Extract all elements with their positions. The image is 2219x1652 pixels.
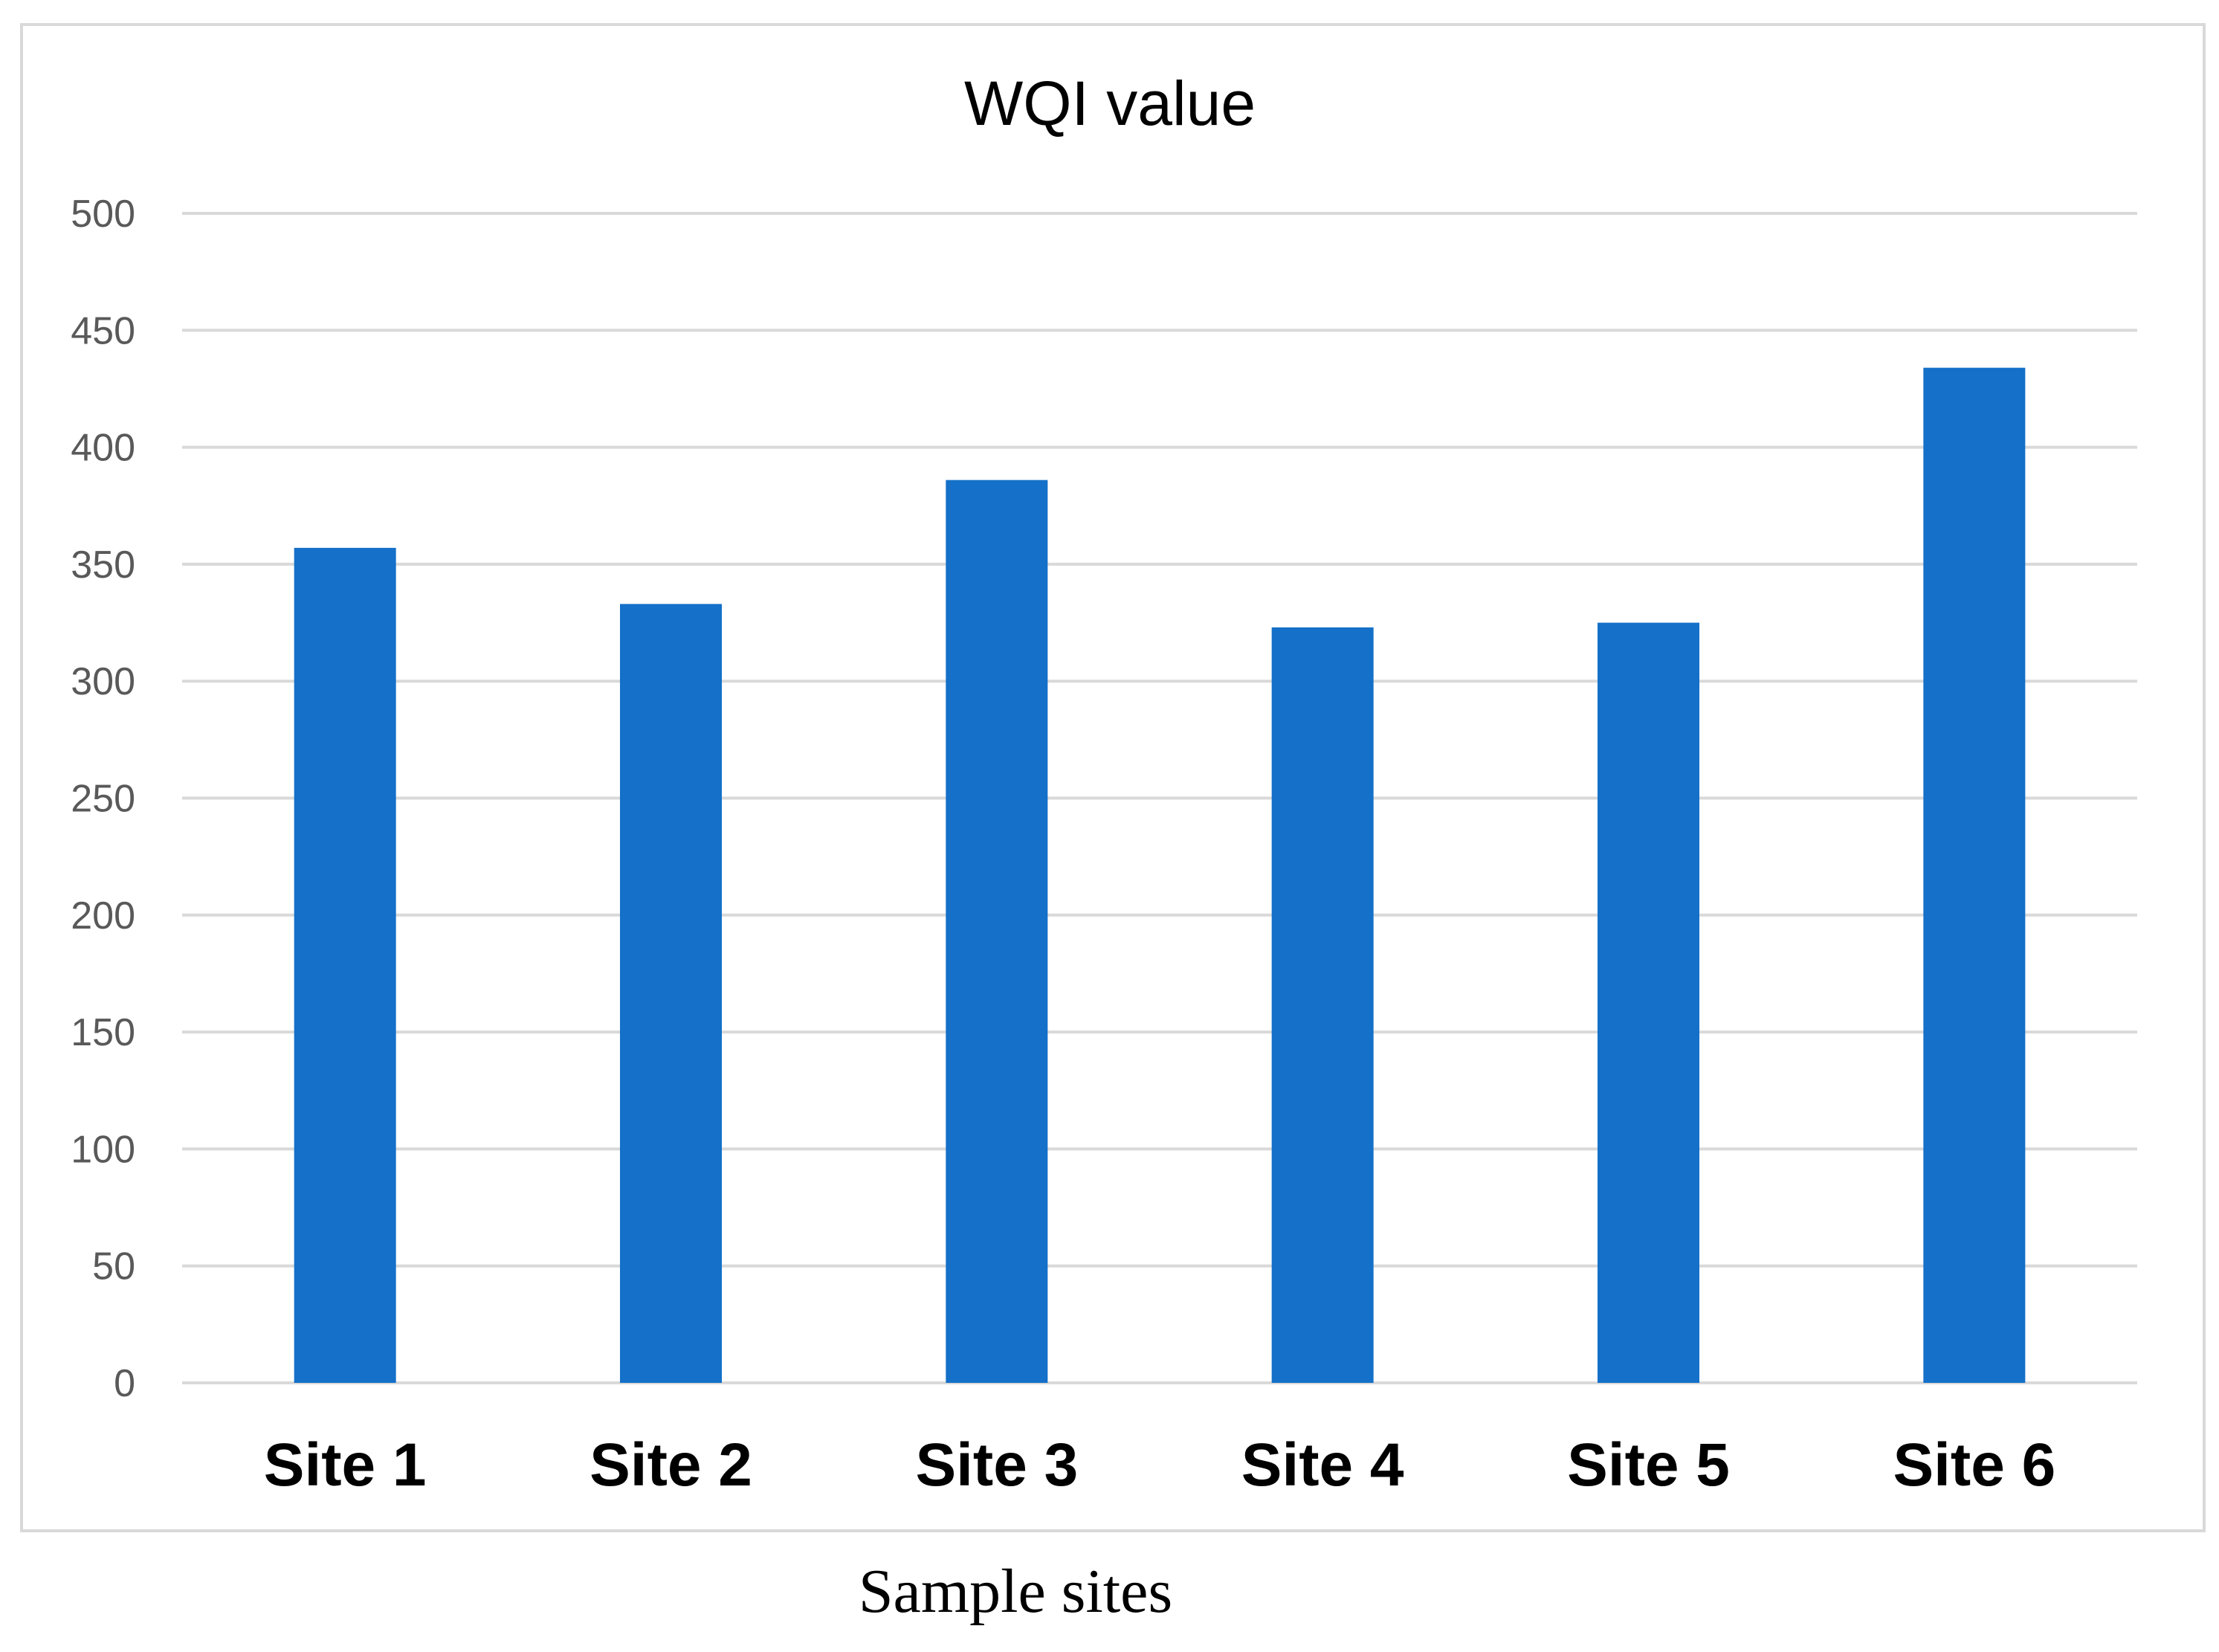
y-tick-label: 400 — [71, 427, 135, 470]
gridlines — [182, 212, 2137, 1384]
x-tick-label: Site 2 — [590, 1431, 752, 1499]
bar-site-5 — [1598, 622, 1699, 1383]
y-tick-label: 100 — [71, 1128, 135, 1171]
bar-site-1 — [294, 547, 396, 1384]
y-tick-label: 250 — [71, 778, 135, 821]
bars — [294, 367, 2026, 1384]
y-tick-label: 50 — [92, 1245, 135, 1288]
bar-site-4 — [1271, 627, 1374, 1383]
bar-site-3 — [946, 480, 1048, 1383]
x-axis-tick-labels: Site 1 Site 2 Site 3 Site 4 Site 5 Site 6 — [264, 1431, 2055, 1499]
x-tick-label: Site 5 — [1567, 1431, 1730, 1499]
y-tick-label: 450 — [71, 309, 135, 352]
y-axis-tick-labels: 0 50 100 150 200 250 300 350 400 450 500 — [71, 193, 135, 1405]
x-axis-title: Sample sites — [859, 1557, 1172, 1626]
y-tick-label: 500 — [71, 193, 135, 236]
y-tick-label: 350 — [71, 543, 135, 587]
x-tick-label: Site 6 — [1893, 1431, 2055, 1499]
y-tick-label: 150 — [71, 1011, 135, 1054]
y-tick-label: 0 — [114, 1362, 135, 1405]
x-tick-label: Site 3 — [915, 1431, 1078, 1499]
bar-site-6 — [1923, 367, 2026, 1383]
bar-site-2 — [620, 604, 722, 1383]
chart-title: WQI value — [964, 68, 1256, 138]
x-tick-label: Site 4 — [1241, 1431, 1404, 1499]
y-tick-label: 300 — [71, 660, 135, 703]
y-tick-label: 200 — [71, 894, 135, 938]
x-tick-label: Site 1 — [264, 1431, 427, 1499]
